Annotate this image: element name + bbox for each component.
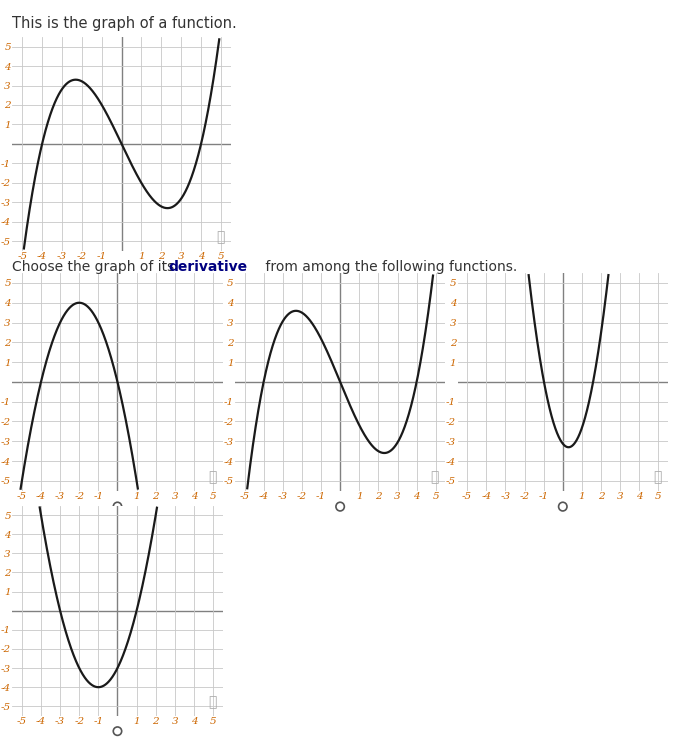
Text: derivative: derivative <box>168 260 247 274</box>
Text: ⌕: ⌕ <box>653 470 662 484</box>
Text: ⌕: ⌕ <box>208 695 217 709</box>
Text: Choose the graph of its: Choose the graph of its <box>12 260 179 274</box>
Text: from among the following functions.: from among the following functions. <box>261 260 517 274</box>
Text: ⌕: ⌕ <box>216 230 224 244</box>
Text: ⌕: ⌕ <box>430 470 439 484</box>
Text: This is the graph of a function.: This is the graph of a function. <box>12 16 237 31</box>
Text: ⌕: ⌕ <box>208 470 217 484</box>
